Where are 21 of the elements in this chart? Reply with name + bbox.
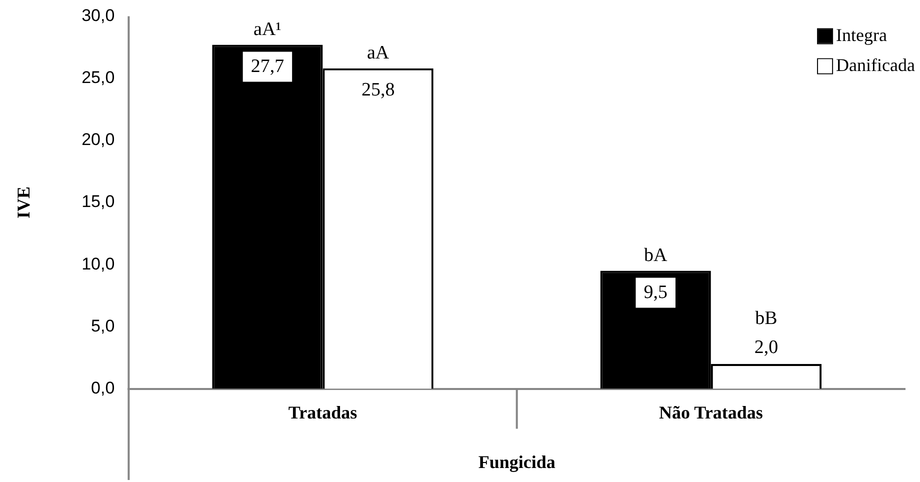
annotation: bB <box>755 308 778 329</box>
x-tick-label: Tratadas <box>288 402 358 422</box>
y-tick-label: 25,0 <box>82 68 115 87</box>
x-tick-label: Não Tratadas <box>659 402 763 422</box>
legend-label: Integra <box>836 24 888 45</box>
y-tick-label: 20,0 <box>82 130 115 150</box>
annotation: bA <box>644 244 668 266</box>
data-label: 25,8 <box>361 79 395 100</box>
legend-label: Danificada <box>836 54 916 75</box>
y-tick-label: 30,0 <box>82 6 115 25</box>
annotation: aA¹ <box>254 18 282 40</box>
y-tick-label: 10,0 <box>82 254 115 274</box>
data-label: 2,0 <box>754 336 778 358</box>
annotation: aA <box>367 42 390 64</box>
y-tick-label: 15,0 <box>82 192 115 212</box>
data-label: 9,5 <box>644 282 668 303</box>
y-axis-title: IVE <box>13 186 34 219</box>
y-tick-label: 0,0 <box>91 378 115 398</box>
y-tick-label: 5,0 <box>91 316 115 336</box>
data-label: 27,7 <box>250 56 284 77</box>
x-axis-title: Fungicida <box>478 452 556 472</box>
